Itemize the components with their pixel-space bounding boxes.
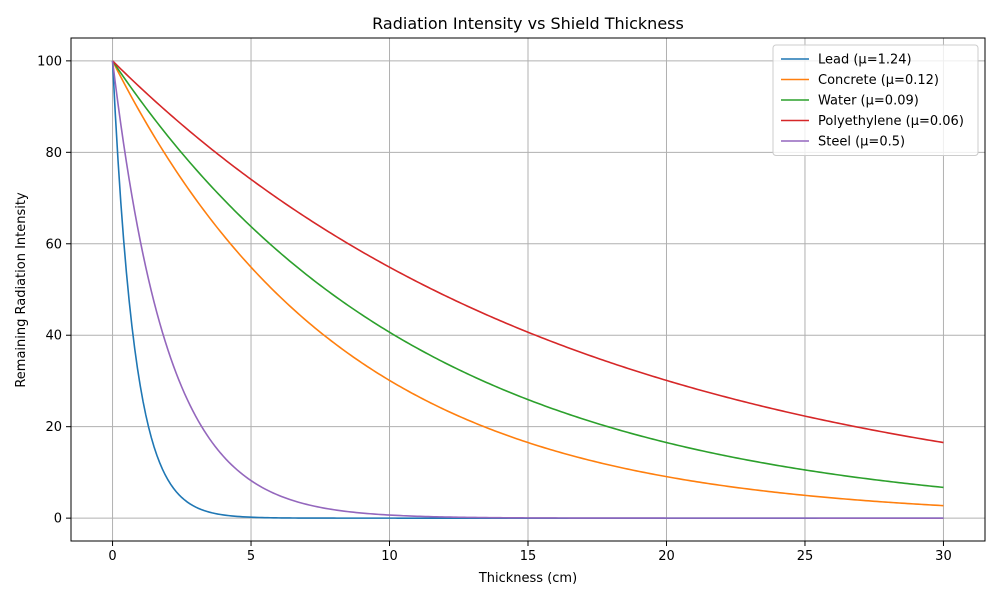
legend-label: Concrete (μ=0.12) [818,73,939,88]
x-tick-label: 20 [658,549,675,564]
series-line-3 [111,60,944,444]
legend-label: Polyethylene (μ=0.06) [818,114,964,129]
x-tick-label: 5 [247,549,255,564]
axis-ticks: 0 5 10 15 20 25 30 0 20 40 60 80 100 [37,54,952,564]
y-tick-label: 20 [45,420,62,435]
chart-title: Radiation Intensity vs Shield Thickness [372,14,684,33]
series-line-2 [111,60,944,489]
legend-label: Lead (μ=1.24) [818,53,912,68]
y-tick-label: 0 [54,512,62,527]
series-line-1 [111,60,944,507]
series-lines [111,60,944,519]
x-axis-label: Thickness (cm) [478,571,577,586]
y-tick-label: 60 [45,237,62,252]
y-tick-label: 80 [45,146,62,161]
x-tick-label: 25 [797,549,814,564]
x-tick-label: 10 [381,549,398,564]
y-tick-label: 40 [45,329,62,344]
legend: Lead (μ=1.24) Concrete (μ=0.12) Water (μ=0… [772,44,979,156]
legend-label: Water (μ=0.09) [818,94,919,109]
x-tick-label: 0 [108,549,116,564]
grid [71,38,985,541]
series-line-4 [111,60,944,519]
legend-label: Steel (μ=0.5) [818,135,905,150]
x-tick-label: 30 [935,549,952,564]
y-tick-label: 100 [37,54,62,69]
x-tick-label: 15 [520,549,537,564]
y-axis-label: Remaining Radiation Intensity [14,192,29,388]
legend-box [772,44,979,156]
